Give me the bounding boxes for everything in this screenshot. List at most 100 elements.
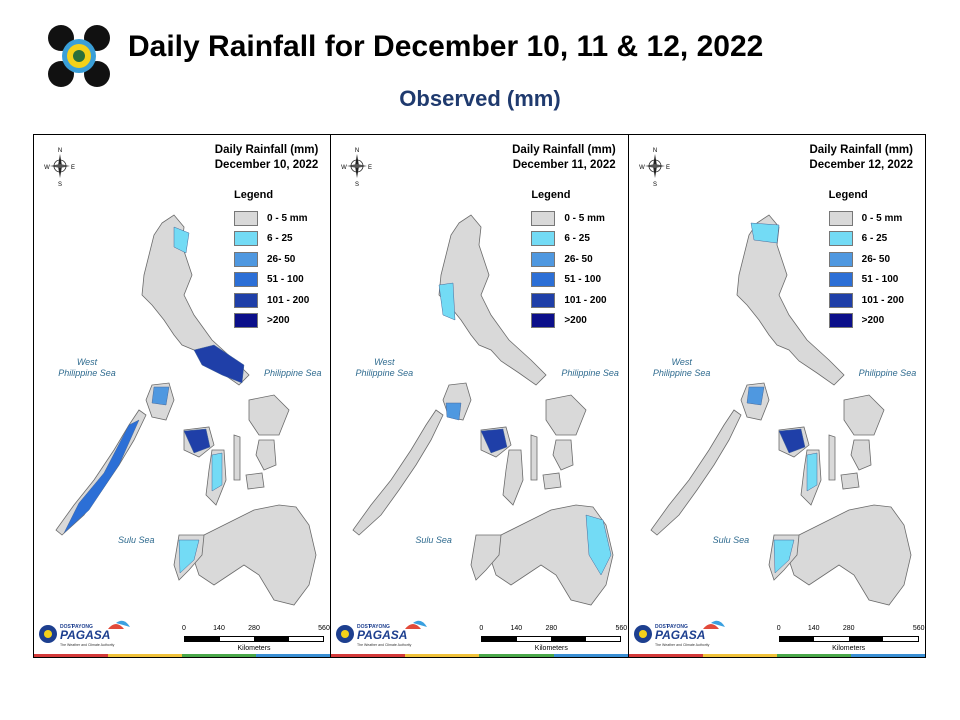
rainfall-area-north-luzon	[750, 222, 779, 244]
rainfall-map-panel-dec-11: Daily Rainfall (mm) December 11, 2022 Le…	[331, 135, 629, 657]
compass-n: N	[58, 148, 62, 154]
scale-unit: Kilometers	[832, 645, 866, 652]
rainfall-area-panay	[480, 428, 508, 454]
island-palawan	[352, 409, 444, 536]
agency-name: PAGASA	[357, 628, 407, 642]
legend-item: >200	[531, 311, 606, 332]
rainfall-map-panel-dec-10: Daily Rainfall (mm) December 10, 2022 Le…	[34, 135, 332, 657]
island-mindanao	[193, 504, 317, 606]
panel-title: Daily Rainfall (mm) December 12, 2022	[809, 143, 913, 173]
pagasa-logo-icon: DOST PAYONG PAGASA The Weather and Clima…	[633, 620, 725, 647]
island-cebu	[233, 434, 241, 481]
island-samar	[843, 394, 885, 436]
legend-item: 101 - 200	[828, 290, 904, 311]
svg-text:DOST: DOST	[655, 624, 669, 630]
scale-tick: 0	[182, 625, 186, 632]
legend-rows: 0 - 5 mm 6 - 25 26- 50 51 - 100 101 - 200 >20…	[828, 208, 904, 331]
rainfall-map-panel-dec-12: Daily Rainfall (mm) December 12, 2022 Le…	[628, 135, 925, 657]
legend-swatch	[828, 292, 853, 308]
rainfall-area-zamboanga	[178, 539, 200, 574]
legend-label: 51 - 100	[267, 274, 304, 286]
rainfall-area-mindoro	[746, 386, 764, 406]
legend-item: 101 - 200	[234, 290, 309, 311]
legend-swatch	[234, 210, 258, 226]
color-strip	[331, 654, 628, 657]
compass-n: N	[652, 148, 656, 154]
compass-rose-icon: N S W E	[341, 148, 372, 187]
island-bohol	[542, 472, 562, 490]
legend-swatch	[531, 251, 556, 267]
legend-rows: 0 - 5 mm 6 - 25 26- 50 51 - 100 101 - 200 >20…	[234, 208, 309, 331]
west-sea-line2: Philippine Sea	[355, 368, 414, 378]
compass-w: W	[639, 165, 645, 171]
west-sea-line1: West	[76, 357, 98, 367]
island-palawan	[650, 409, 742, 536]
scale-unit: Kilometers	[534, 645, 568, 652]
agency-tag: The Weather and Climate Authority	[60, 643, 115, 647]
island-zamboanga	[470, 534, 502, 581]
rainfall-area-eastern-mindanao	[586, 514, 612, 576]
sulu-sea-label: Sulu Sea	[415, 535, 452, 545]
compass-rose-icon: N S W E	[44, 148, 75, 187]
rainfall-area-panay	[183, 428, 211, 454]
legend-item: 0 - 5 mm	[234, 208, 309, 229]
legend-label: 6 - 25	[861, 233, 888, 245]
rainfall-area-zamboanga	[773, 539, 794, 574]
west-sea-line2: Philippine Sea	[652, 368, 711, 378]
legend-swatch	[828, 210, 853, 226]
legend-swatch	[234, 292, 258, 308]
compass-s: S	[355, 182, 359, 187]
scale-tick: 560	[912, 625, 925, 632]
legend-swatch	[531, 231, 556, 247]
philippine-sea-label: Philippine Sea	[561, 368, 619, 378]
legend-label: 51 - 100	[861, 274, 899, 286]
legend-item: 6 - 25	[531, 229, 606, 250]
legend-item: 51 - 100	[828, 270, 904, 291]
island-leyte	[552, 439, 574, 471]
compass-s: S	[58, 182, 62, 187]
scale-unit: Kilometers	[237, 645, 271, 652]
legend-item: 6 - 25	[828, 229, 904, 250]
svg-text:DOST: DOST	[357, 624, 371, 630]
legend-label: >200	[267, 315, 290, 327]
legend-swatch	[234, 313, 258, 329]
legend-label: >200	[861, 315, 885, 327]
map-legend: Legend 0 - 5 mm 6 - 25 26- 50 51 - 100 101 -…	[234, 189, 309, 331]
legend-item: 101 - 200	[531, 290, 607, 311]
west-philippine-sea-label: West Philippine Sea	[637, 357, 727, 379]
legend-label: 26- 50	[267, 253, 296, 265]
legend-label: >200	[564, 315, 587, 327]
scale-tick: 280	[248, 625, 260, 632]
island-samar	[545, 394, 587, 436]
panel-title-date: December 12, 2022	[809, 159, 913, 171]
scale-tick: 0	[479, 625, 484, 632]
legend-label: 101 - 200	[861, 294, 904, 306]
island-mindanao	[490, 504, 614, 606]
island-leyte	[255, 439, 277, 471]
scale-ticks: 0 140 280 560	[777, 625, 925, 635]
dost-logo-icon	[47, 24, 111, 88]
rainfall-area-palawan	[63, 419, 140, 534]
scale-tick: 140	[213, 625, 225, 632]
legend-label: 6 - 25	[564, 233, 590, 245]
philippines-map	[650, 214, 912, 606]
rainfall-area-mindoro	[151, 386, 170, 406]
west-sea-line1: West	[374, 357, 395, 367]
legend-title: Legend	[828, 189, 868, 201]
philippine-sea-label: Philippine Sea	[264, 368, 322, 378]
legend-label: 26- 50	[564, 253, 593, 265]
compass-e: E	[666, 165, 670, 171]
panel-title-line1: Daily Rainfall (mm)	[512, 144, 616, 156]
legend-swatch	[234, 231, 258, 247]
west-sea-line2: Philippine Sea	[58, 368, 116, 378]
map-panels: Daily Rainfall (mm) December 10, 2022 Le…	[33, 134, 926, 658]
page-title: Daily Rainfall for December 10, 11 & 12,…	[128, 30, 764, 63]
legend-label: 0 - 5 mm	[267, 212, 308, 224]
philippine-sea-label: Philippine Sea	[858, 368, 917, 378]
rainfall-area-negros	[806, 452, 817, 492]
island-bohol	[840, 472, 860, 490]
legend-item: 6 - 25	[234, 229, 309, 250]
scale-tick: 560	[318, 625, 330, 632]
compass-n: N	[355, 148, 359, 154]
rainfall-area-bicol	[193, 344, 245, 384]
